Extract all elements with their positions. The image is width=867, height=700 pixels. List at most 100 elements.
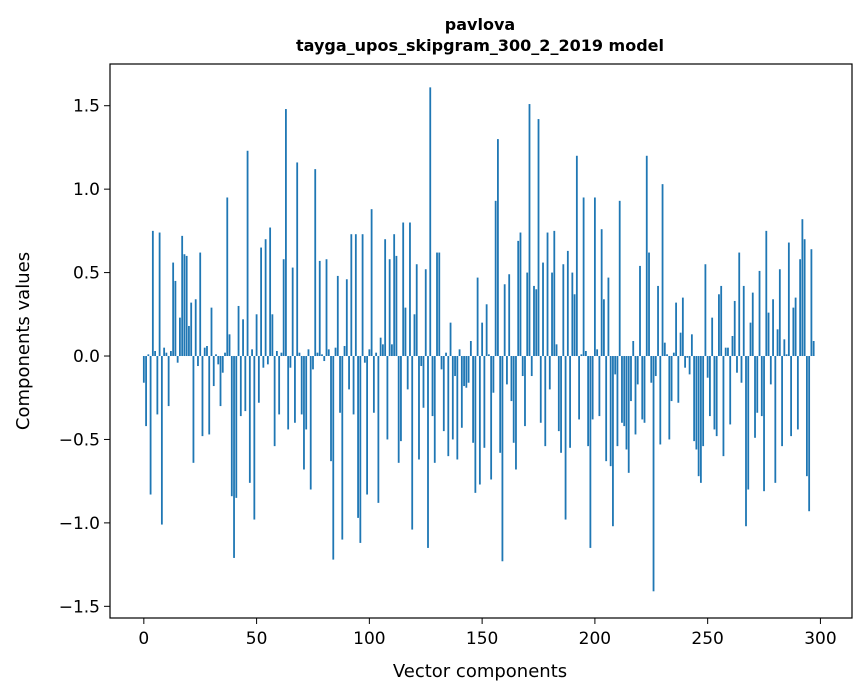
bar-155: [492, 356, 495, 393]
x-axis-label: Vector components: [393, 661, 567, 682]
bar-68: [296, 162, 299, 357]
bar-119: [411, 356, 414, 530]
bar-205: [605, 356, 608, 462]
bar-220: [639, 265, 641, 357]
bar-84: [332, 356, 335, 560]
bar-225: [650, 356, 653, 383]
bar-145: [469, 341, 472, 357]
bar-45: [244, 356, 247, 412]
bar-64: [287, 356, 290, 430]
bar-86: [336, 275, 339, 357]
bar-27: [203, 347, 206, 357]
bar-15: [176, 356, 179, 363]
bar-142: [463, 356, 465, 387]
bar-48: [251, 349, 253, 357]
bar-277: [767, 312, 770, 357]
bar-282: [778, 269, 781, 357]
bar-100: [368, 349, 371, 357]
x-tick-label: 250: [691, 629, 723, 649]
bar-90: [345, 279, 348, 357]
bar-96: [359, 356, 362, 543]
bar-237: [677, 356, 680, 403]
bar-283: [781, 356, 783, 447]
bar-269: [749, 322, 752, 357]
bar-99: [366, 356, 368, 495]
bar-33: [217, 356, 220, 365]
bar-77: [316, 352, 319, 357]
bar-109: [388, 259, 391, 357]
bar-241: [686, 356, 689, 358]
bar-285: [785, 354, 788, 357]
bar-242: [688, 356, 691, 375]
bar-132: [440, 356, 443, 370]
bar-138: [454, 356, 456, 377]
bar-148: [476, 277, 479, 357]
bar-60: [278, 356, 281, 415]
bar-212: [621, 356, 623, 423]
bar-137: [451, 356, 454, 440]
bar-26: [201, 356, 204, 437]
axes-group: 0 50 100 150 200 250 300 −1.5 −1.0 −0.5 0.0 0.5 1.0 1…: [59, 97, 837, 649]
bar-256: [720, 285, 723, 357]
bar-238: [679, 332, 682, 357]
bar-88: [341, 356, 344, 540]
bar-125: [424, 269, 427, 357]
bar-245: [695, 356, 698, 450]
bar-180: [548, 356, 551, 390]
bar-278: [769, 356, 772, 385]
bar-75: [312, 356, 314, 370]
y-tick-label: 1.5: [73, 97, 100, 117]
bar-92: [350, 234, 353, 357]
bar-150: [481, 322, 484, 357]
bar-53: [262, 356, 265, 368]
bar-239: [681, 297, 684, 357]
bar-222: [643, 356, 646, 423]
bar-253: [713, 356, 716, 430]
bar-34: [219, 356, 222, 407]
y-tick-label: −1.5: [59, 597, 100, 617]
bar-110: [391, 344, 393, 357]
bar-206: [607, 277, 610, 357]
bar-151: [483, 356, 486, 448]
bar-111: [393, 234, 396, 357]
bar-297: [812, 341, 815, 357]
bar-236: [675, 302, 677, 357]
bar-144: [467, 356, 470, 383]
y-axis-label: Components values: [13, 252, 34, 430]
bar-91: [348, 356, 350, 390]
bar-108: [386, 356, 389, 440]
bar-198: [589, 356, 592, 548]
bar-124: [422, 356, 425, 408]
bar-235: [672, 352, 675, 357]
bar-177: [542, 262, 544, 357]
bar-50: [255, 314, 258, 357]
bar-139: [456, 356, 459, 460]
bar-126: [427, 356, 429, 548]
bar-17: [181, 235, 184, 357]
bar-136: [449, 322, 452, 357]
bar-52: [260, 247, 262, 357]
bar-257: [722, 356, 725, 457]
bar-29: [208, 356, 211, 435]
bar-172: [530, 356, 533, 377]
bar-73: [307, 349, 310, 357]
bar-134: [445, 352, 447, 357]
bar-76: [314, 169, 317, 357]
x-tick-label: 200: [579, 629, 611, 649]
bar-115: [402, 222, 405, 357]
bar-19: [185, 255, 188, 357]
bar-123: [420, 356, 423, 367]
bar-56: [269, 227, 272, 357]
bar-171: [528, 104, 531, 357]
y-tick-label: 0.0: [73, 347, 100, 367]
bar-20: [188, 325, 190, 357]
bar-270: [751, 292, 754, 357]
bar-165: [515, 356, 517, 470]
bar-79: [321, 354, 323, 357]
bar-36: [224, 352, 226, 357]
bar-252: [711, 317, 714, 357]
bar-221: [641, 356, 644, 420]
bar-141: [460, 356, 463, 428]
bar-246: [697, 356, 700, 477]
